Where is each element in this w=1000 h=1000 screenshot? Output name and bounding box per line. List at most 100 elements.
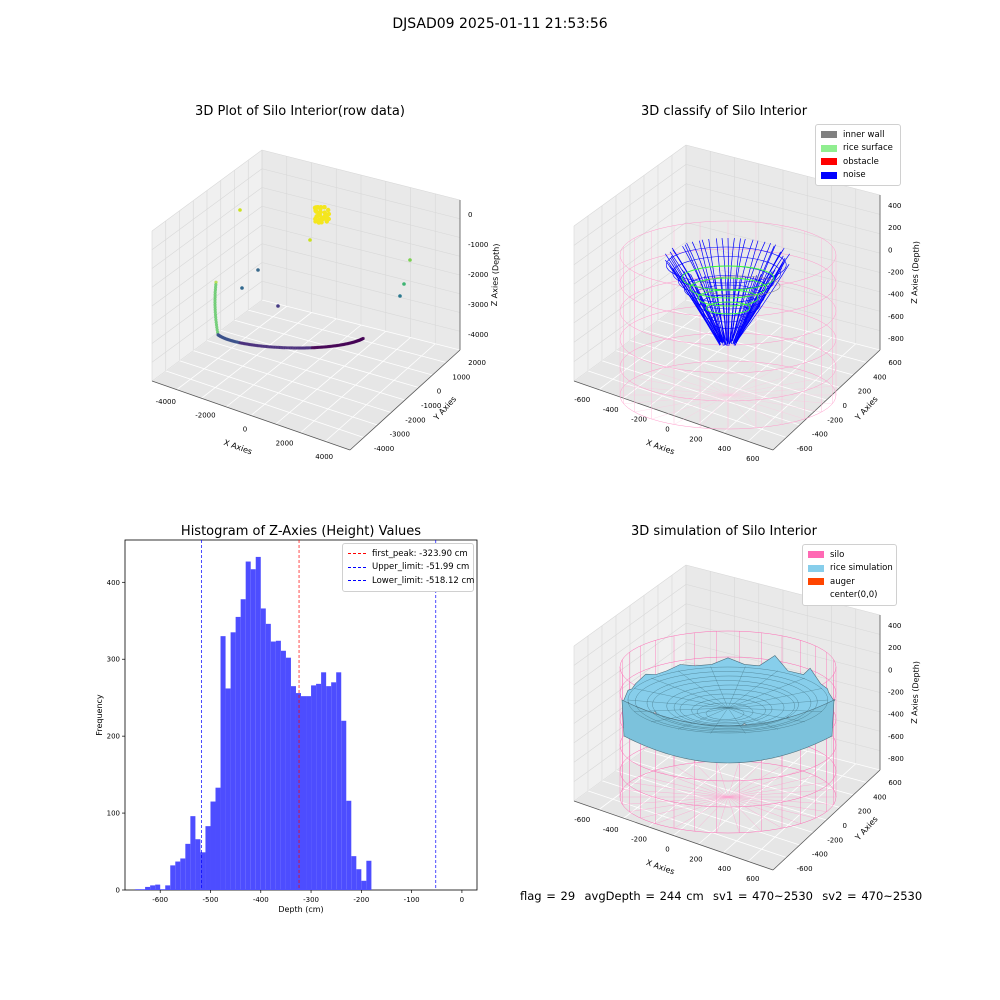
legend-label: noise — [843, 170, 866, 181]
grid-line — [685, 222, 881, 273]
silo-floor-line — [629, 796, 729, 812]
y-tick-label: -1000 — [421, 402, 441, 410]
data-point — [213, 288, 217, 292]
x-tick-label: -4000 — [156, 398, 176, 406]
noise-trace — [735, 264, 790, 344]
x-tick-label: 600 — [746, 455, 759, 463]
z-tick-label: 200 — [888, 644, 901, 652]
x-tick-label: -600 — [574, 816, 590, 824]
noise-ring — [710, 313, 747, 329]
surface-mesh-line — [646, 675, 812, 731]
noise-ring — [683, 275, 769, 303]
x-tick-label: -100 — [404, 896, 420, 904]
data-point — [213, 303, 217, 307]
grid-line — [151, 168, 263, 250]
data-point — [216, 330, 220, 334]
surface-mesh-line — [651, 677, 729, 709]
z-tick-label: 200 — [888, 224, 901, 232]
silo-floor-line — [640, 796, 729, 819]
silo-floor-line — [634, 394, 729, 413]
histogram-bar — [240, 599, 246, 890]
grid-line — [573, 603, 687, 685]
y-tick-label: -4000 — [374, 445, 394, 453]
silo-floor-line — [727, 394, 822, 413]
data-point — [314, 209, 319, 214]
histogram-bar — [336, 672, 342, 890]
data-point — [213, 293, 217, 297]
rice-surface-ring — [705, 301, 751, 315]
silo-floor-line — [727, 365, 783, 396]
x-tick-label: 0 — [460, 896, 464, 904]
z-tick-label: 400 — [888, 202, 901, 210]
y-tick-label: -600 — [797, 445, 813, 453]
histogram-bar — [326, 686, 332, 890]
histogram-bar — [270, 641, 276, 890]
data-point — [213, 313, 218, 317]
grid-line — [685, 584, 881, 635]
data-point — [213, 295, 217, 299]
x-tick-label: 0 — [665, 426, 669, 434]
noise-ring — [672, 256, 782, 290]
grid-line — [573, 564, 687, 647]
silo-floor-line — [727, 796, 783, 829]
x-tick-label: 400 — [718, 865, 731, 873]
histogram-bar — [361, 880, 367, 890]
legend-swatch — [821, 171, 837, 179]
silo-floor-line — [673, 365, 729, 396]
histogram-legend: first_peak: -323.90 cm Upper_limit: -51.… — [342, 543, 474, 592]
y-tick-label: 100 — [107, 810, 120, 818]
histogram-bar — [356, 869, 362, 890]
legend-label: rice surface — [843, 143, 893, 154]
grid-line — [261, 149, 461, 201]
x-tick-label: 0 — [243, 426, 247, 434]
x-tick-label: -600 — [152, 896, 168, 904]
legend-item-center: center(0,0) — [808, 589, 891, 603]
histogram-bar — [180, 858, 186, 890]
legend-item-rice-simulation: rice simulation — [808, 562, 893, 576]
histogram-bar — [175, 861, 181, 890]
data-point — [326, 211, 332, 217]
data-point — [313, 219, 318, 224]
z-axis-label: Z Axies (Depth) — [490, 243, 501, 306]
histogram-bar — [215, 787, 221, 890]
surface-mesh-line — [727, 707, 805, 723]
data-point — [213, 308, 217, 312]
legend-swatch — [821, 131, 837, 139]
silo-floor-line — [727, 775, 816, 798]
histogram-bar — [260, 608, 266, 890]
surface-mesh-line — [679, 693, 773, 725]
histogram-bar — [265, 623, 271, 890]
z-axis-label: Z Axies (Depth) — [910, 241, 921, 304]
x-tick-label: -200 — [631, 416, 647, 424]
y-tick-label: 400 — [873, 793, 886, 801]
y-tick-label: -3000 — [390, 431, 410, 439]
surface-mesh-line — [727, 707, 823, 712]
y-tick-label: -400 — [812, 851, 828, 859]
legend-item-rice-surface: rice surface — [821, 142, 895, 156]
floor-pane — [574, 720, 880, 870]
noise-trace — [691, 241, 724, 346]
data-point — [213, 310, 217, 314]
histogram-bar — [185, 843, 191, 890]
silo-floor-line — [727, 796, 740, 833]
silo-floor-line — [622, 796, 729, 805]
legend-label: silo — [830, 549, 845, 560]
silo-floor-line — [727, 394, 783, 425]
data-point — [240, 286, 244, 290]
data-point — [213, 290, 217, 294]
grid-line — [220, 329, 419, 388]
grid-line — [261, 187, 461, 238]
data-point — [256, 268, 260, 272]
z-tick-label: 0 — [468, 211, 472, 219]
x-axis-line — [151, 380, 351, 451]
z-tick-label: -800 — [888, 335, 904, 343]
data-point — [214, 283, 218, 287]
legend-label: rice simulation — [830, 563, 893, 574]
histogram-bar — [306, 696, 312, 890]
legend-item-upper-limit: Upper_limit: -51.99 cm — [348, 561, 469, 575]
histogram-bar — [245, 561, 251, 890]
data-point — [317, 217, 322, 223]
surface-mesh-line — [633, 707, 729, 712]
silo-floor-line — [699, 362, 729, 396]
data-point — [213, 305, 217, 309]
